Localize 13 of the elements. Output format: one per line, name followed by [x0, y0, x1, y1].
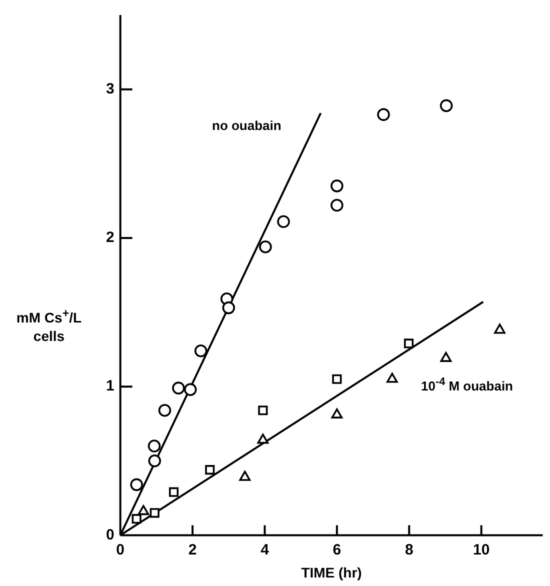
x-tick-label: 8	[404, 541, 414, 558]
annotation: no ouabain	[212, 118, 282, 133]
x-tick-label: 6	[332, 541, 342, 558]
y-tick-label: 0	[106, 526, 114, 544]
y-tick-label: 2	[106, 229, 114, 246]
x-tick-label: 10	[472, 541, 490, 558]
x-tick-label: 2	[188, 541, 197, 558]
y-tick-label: 1	[106, 378, 114, 395]
annotation: 10$^{-4}$ M ouabain	[421, 376, 513, 394]
x-tick-label: 4	[260, 541, 270, 558]
y-axis-title: mM Cs$^{+}$/L cells	[15, 306, 83, 345]
x-axis-title: TIME (hr)	[301, 564, 362, 580]
y-tick-label: 3	[106, 80, 114, 98]
